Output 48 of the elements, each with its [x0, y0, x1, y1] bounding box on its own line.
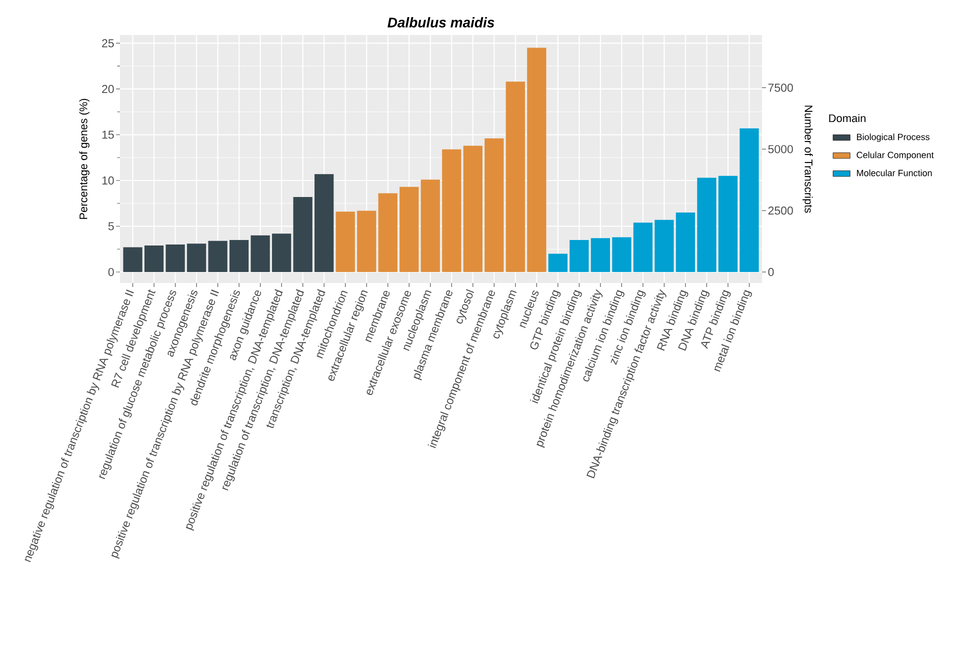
y2-tick-label: 0: [768, 268, 774, 276]
bar: [570, 240, 589, 272]
y2-tick-label: 5000: [768, 145, 793, 154]
y-tick-label: 10: [102, 176, 114, 185]
bar: [357, 210, 376, 272]
bar: [654, 220, 674, 272]
bar: [548, 254, 568, 272]
x-tick-label: nucleus: [520, 290, 539, 328]
bar: [590, 238, 610, 272]
bar: [208, 240, 228, 272]
bar: [718, 176, 738, 272]
y2-tick-label: 2500: [768, 206, 793, 215]
bar: [336, 212, 355, 272]
bar: [740, 128, 759, 272]
bar: [378, 193, 398, 272]
chart-title: Dalbulus maidis: [388, 17, 494, 28]
bar: [442, 149, 462, 272]
bar: [293, 196, 312, 272]
bar: [484, 138, 504, 272]
bar: [272, 234, 292, 272]
bar: [144, 245, 164, 272]
y-tick-label: 15: [102, 130, 114, 139]
legend-label: Biological Process: [857, 134, 930, 142]
bar: [229, 240, 249, 272]
legend-label: Molecular Function: [857, 170, 932, 176]
bar: [527, 48, 546, 272]
bar: [123, 247, 142, 272]
y-tick-label: 5: [108, 222, 114, 230]
legend-title: Domain: [829, 114, 866, 122]
y2-axis-title: Number of Transcripts: [802, 106, 813, 213]
bar: [676, 212, 696, 272]
y-tick-label: 25: [102, 39, 114, 48]
bar: [314, 174, 334, 272]
bar: [250, 235, 270, 272]
bar: [633, 222, 653, 272]
y-tick-label: 0: [108, 268, 114, 276]
y2-tick-label: 7500: [768, 84, 793, 92]
bar: [186, 244, 206, 272]
bar: [420, 180, 440, 272]
legend-label: Celular Component: [856, 152, 934, 160]
bar: [506, 82, 525, 272]
bar: [463, 146, 482, 272]
bar: [612, 237, 632, 272]
bar: [697, 178, 716, 272]
y-axis-title: Percentage of genes (%): [79, 98, 90, 219]
y-tick-label: 20: [102, 84, 114, 94]
bar: [166, 244, 185, 272]
bar: [400, 186, 419, 272]
